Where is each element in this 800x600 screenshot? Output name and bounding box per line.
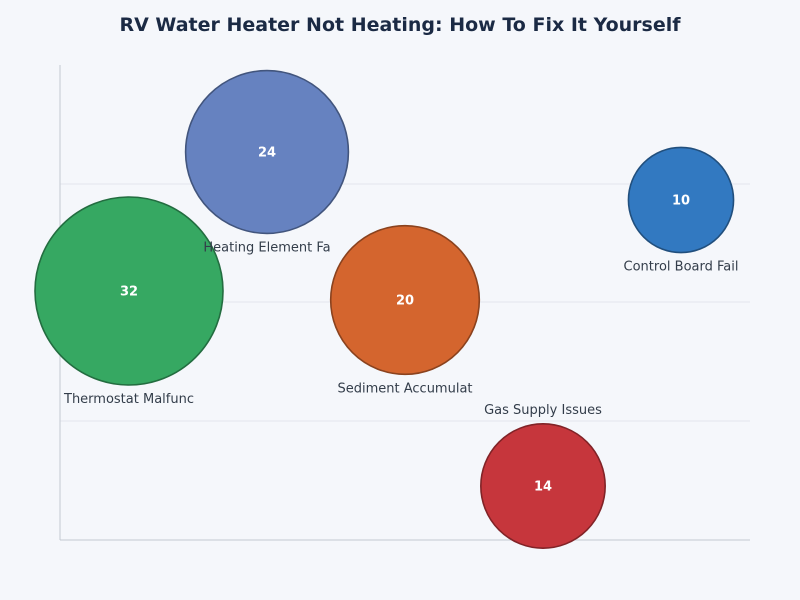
- bubble-category-label: Sediment Accumulat: [337, 381, 472, 396]
- bubble-control-board-fail: 10 Control Board Fail: [624, 146, 739, 275]
- bubble-circle: [329, 224, 481, 376]
- bubble-category-label: Control Board Fail: [624, 260, 739, 275]
- bubble-value-label: 10: [672, 194, 690, 209]
- bubble-circle: [184, 69, 350, 235]
- bubble-category-label: Heating Element Fa: [203, 240, 330, 255]
- bubble-layer: 32 Thermostat Malfunc 24 Heating Element Fa…: [34, 69, 739, 549]
- bubble-gas-supply-issues: 14 Gas Supply Issues: [480, 403, 606, 549]
- bubble-sediment-accumulat: 20 Sediment Accumulat: [329, 224, 481, 396]
- bubble-circle: [480, 423, 606, 549]
- bubble-thermostat-malfunc: 32 Thermostat Malfunc: [34, 196, 224, 407]
- bubble-heating-element-fa: 24 Heating Element Fa: [184, 69, 350, 255]
- bubble-value-label: 20: [396, 294, 414, 309]
- bubble-category-label: Gas Supply Issues: [484, 403, 602, 418]
- chart-title: RV Water Heater Not Heating: How To Fix …: [119, 14, 681, 36]
- bubble-value-label: 32: [120, 285, 138, 300]
- bubble-value-label: 14: [534, 480, 552, 495]
- bubble-circle: [627, 146, 735, 254]
- bubble-circle: [34, 196, 224, 386]
- bubble-category-label: Thermostat Malfunc: [63, 392, 194, 407]
- bubble-value-label: 24: [258, 146, 276, 161]
